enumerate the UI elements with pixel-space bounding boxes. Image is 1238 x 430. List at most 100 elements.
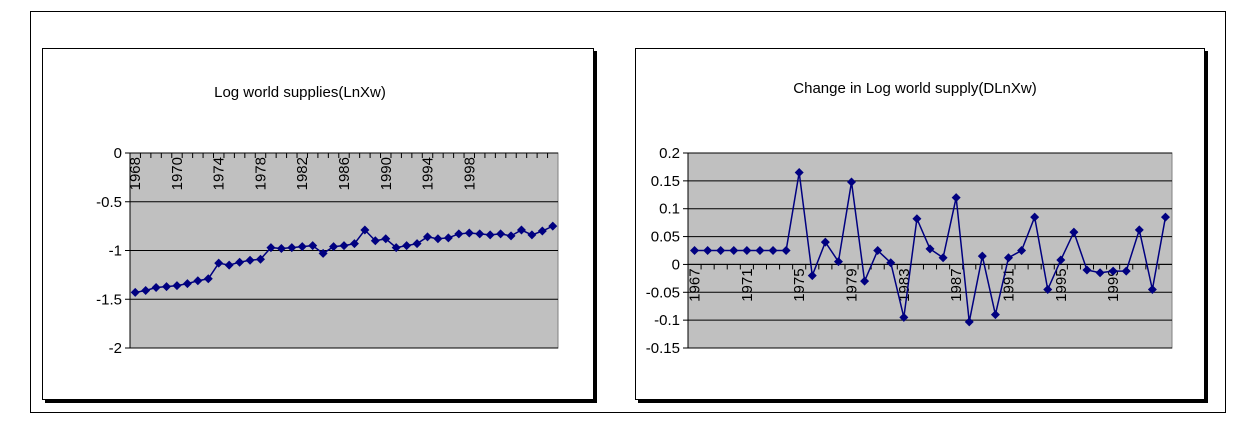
data-marker xyxy=(464,228,474,238)
y-tick-label: 0 xyxy=(672,256,680,273)
data-marker xyxy=(847,177,857,187)
data-marker xyxy=(729,246,739,255)
data-marker xyxy=(990,310,1000,320)
data-marker xyxy=(297,242,307,252)
data-marker xyxy=(548,221,558,231)
data-marker xyxy=(1134,225,1144,235)
data-marker xyxy=(203,274,213,284)
data-marker xyxy=(860,276,870,286)
data-marker xyxy=(1121,266,1131,276)
data-marker xyxy=(807,271,817,281)
y-tick-label: 0.1 xyxy=(659,201,680,218)
data-marker xyxy=(1108,266,1118,276)
x-tick-label: 1968 xyxy=(127,157,144,190)
data-marker xyxy=(412,239,422,249)
data-marker xyxy=(742,246,752,255)
data-marker xyxy=(130,287,140,297)
data-marker xyxy=(899,312,909,322)
x-tick-label: 1987 xyxy=(948,268,965,301)
x-tick-label: 1990 xyxy=(378,157,395,190)
x-tick-label: 1982 xyxy=(294,157,311,190)
data-marker xyxy=(716,246,726,255)
x-tick-label: 1978 xyxy=(252,157,269,190)
data-marker xyxy=(516,225,526,235)
data-marker xyxy=(938,253,948,263)
x-tick-label: 1975 xyxy=(791,268,808,301)
data-marker xyxy=(329,242,339,252)
y-tick-label: -0.05 xyxy=(646,284,680,301)
y-tick-label: 0.15 xyxy=(651,173,680,190)
data-marker xyxy=(1003,253,1013,263)
data-marker xyxy=(318,248,328,258)
data-marker xyxy=(506,231,516,241)
y-tick-label: -1.5 xyxy=(96,291,122,308)
data-marker xyxy=(245,255,255,265)
data-marker xyxy=(537,226,547,236)
y-tick-label: 0.2 xyxy=(659,145,680,162)
x-tick-label: 1967 xyxy=(687,268,704,301)
data-marker xyxy=(977,251,987,261)
data-marker xyxy=(1056,255,1066,265)
data-marker xyxy=(360,225,370,235)
data-marker xyxy=(820,237,830,247)
data-marker xyxy=(781,246,791,255)
y-tick-label: 0.05 xyxy=(651,229,680,246)
y-tick-label: -2 xyxy=(109,340,122,357)
data-marker xyxy=(925,244,935,254)
x-tick-label: 1991 xyxy=(1000,268,1017,301)
data-marker xyxy=(235,257,245,267)
data-marker xyxy=(433,234,443,244)
data-marker xyxy=(381,234,391,244)
data-marker xyxy=(964,317,974,327)
chart-title: Log world supplies(LnXw) xyxy=(214,84,386,101)
y-tick-label: -0.5 xyxy=(96,194,122,211)
data-marker xyxy=(339,241,349,251)
data-marker xyxy=(402,241,412,251)
x-tick-label: 1974 xyxy=(211,157,228,190)
data-marker xyxy=(151,283,161,293)
data-marker xyxy=(224,260,234,270)
data-marker xyxy=(768,246,778,255)
x-tick-label: 1971 xyxy=(739,268,756,301)
data-marker xyxy=(349,239,359,249)
x-tick-label: 1998 xyxy=(461,157,478,190)
x-tick-label: 1994 xyxy=(420,157,437,190)
data-marker xyxy=(951,193,961,203)
data-marker xyxy=(1043,285,1053,294)
data-marker xyxy=(266,243,276,253)
x-tick-label: 1995 xyxy=(1053,268,1070,301)
data-marker xyxy=(162,282,172,292)
data-marker xyxy=(1082,265,1092,275)
data-marker xyxy=(485,230,495,240)
data-marker xyxy=(454,229,464,239)
x-tick-label: 1999 xyxy=(1105,268,1122,301)
x-tick-label: 1986 xyxy=(336,157,353,190)
chart-title: Change in Log world supply(DLnXw) xyxy=(793,80,1036,97)
data-marker xyxy=(182,279,192,289)
x-tick-label: 1979 xyxy=(844,268,861,301)
y-tick-label: -0.15 xyxy=(646,340,680,357)
data-marker xyxy=(690,246,700,255)
data-marker xyxy=(475,229,485,239)
data-marker xyxy=(833,257,843,267)
data-marker xyxy=(287,243,297,253)
data-marker xyxy=(1160,212,1170,222)
data-marker xyxy=(873,246,883,255)
data-marker xyxy=(1017,246,1027,255)
y-tick-label: 0 xyxy=(114,145,122,162)
data-marker xyxy=(308,241,318,251)
data-marker xyxy=(755,246,765,255)
data-marker xyxy=(794,168,804,177)
data-marker xyxy=(172,281,182,291)
data-marker xyxy=(214,258,224,268)
data-marker xyxy=(886,258,896,268)
x-tick-label: 1970 xyxy=(169,157,186,190)
data-marker xyxy=(370,236,380,246)
y-tick-label: -1 xyxy=(109,243,122,260)
data-marker xyxy=(1030,212,1040,222)
data-marker xyxy=(423,232,433,242)
data-marker xyxy=(141,285,151,295)
data-marker xyxy=(391,243,401,253)
data-marker xyxy=(255,254,265,264)
